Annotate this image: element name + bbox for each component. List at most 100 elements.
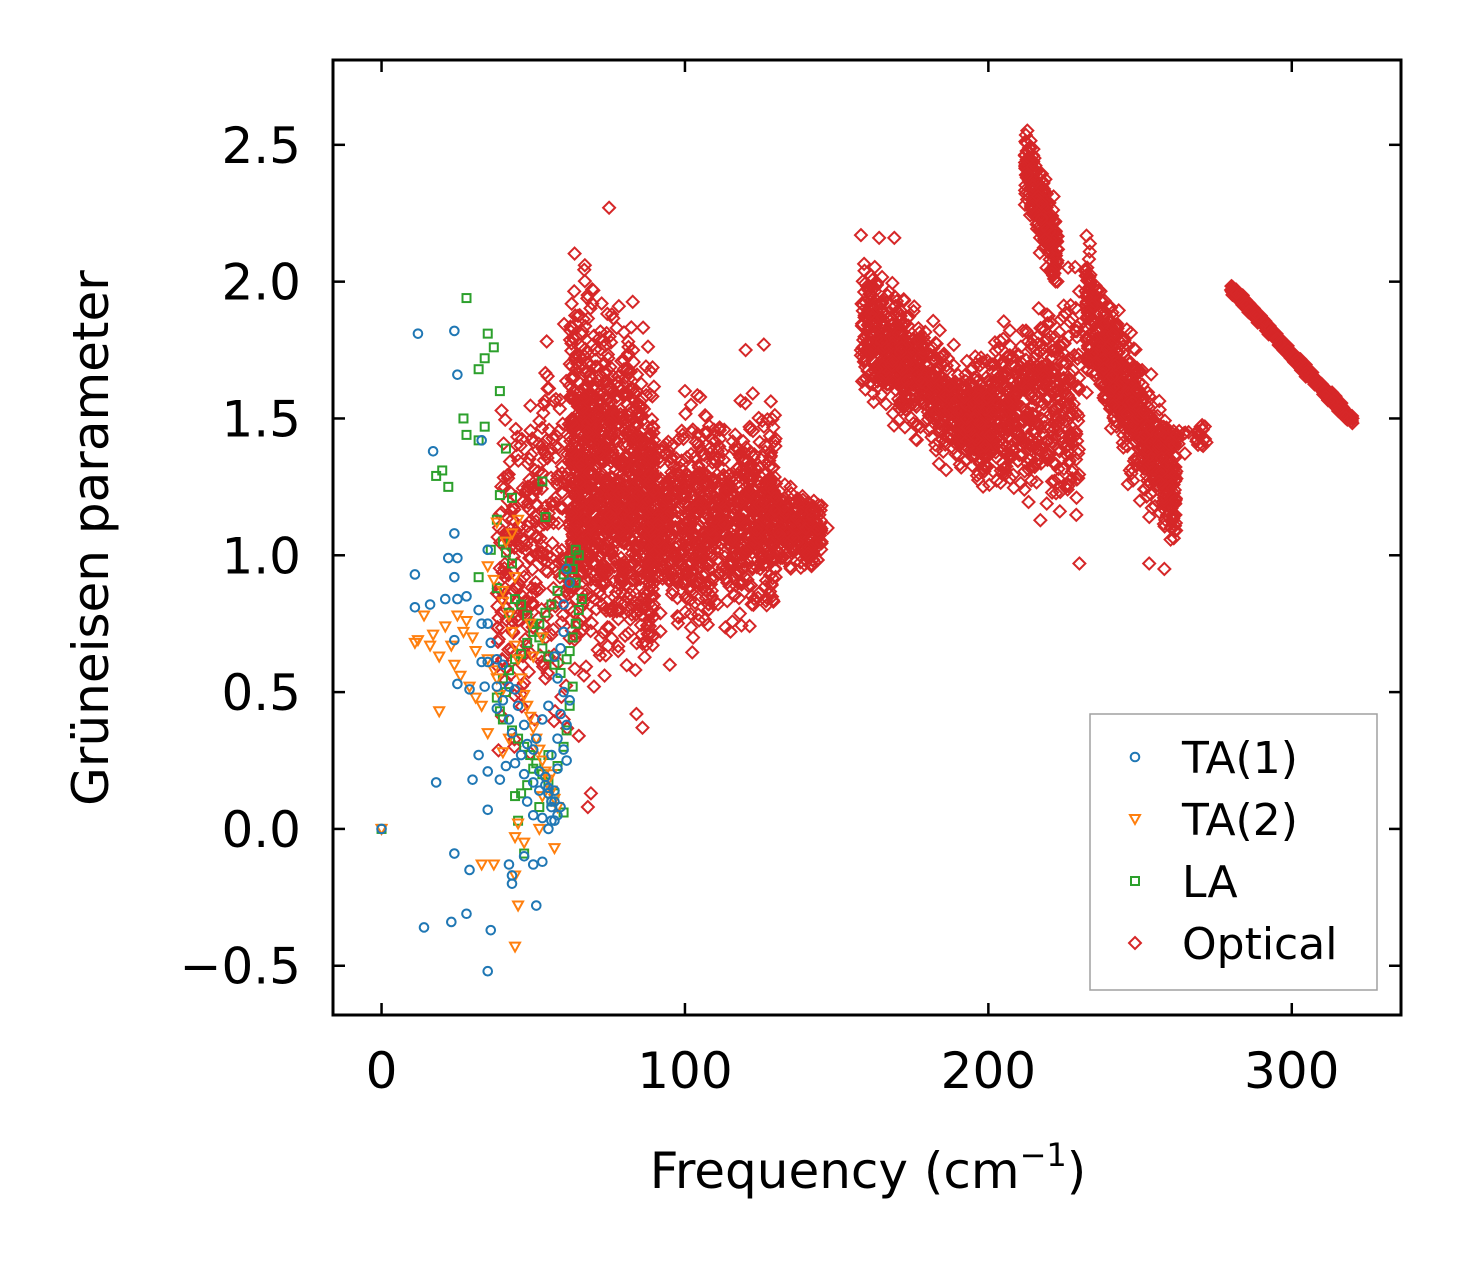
point-optical <box>675 462 691 478</box>
point-optical <box>517 601 533 617</box>
point-optical <box>696 523 712 539</box>
point-optical <box>1047 429 1063 445</box>
point-optical <box>1044 474 1060 489</box>
point-optical <box>765 594 781 610</box>
point-optical <box>616 486 632 501</box>
point-optical <box>1093 376 1108 392</box>
point-optical <box>1025 407 1041 422</box>
point-optical <box>658 447 674 463</box>
point-optical <box>593 577 609 592</box>
point-optical <box>667 546 683 562</box>
point-optical <box>1001 418 1017 434</box>
point-optical <box>610 407 626 423</box>
point-optical <box>1041 245 1057 261</box>
point-optical <box>593 588 609 604</box>
point-optical <box>1024 375 1040 391</box>
point-optical <box>523 423 538 439</box>
point-optical <box>1052 484 1068 500</box>
point-optical <box>1122 462 1138 478</box>
point-optical <box>598 647 614 663</box>
point-optical <box>494 403 509 418</box>
point-optical <box>1081 251 1097 267</box>
point-optical <box>524 562 540 577</box>
point-optical <box>593 423 608 439</box>
point-optical <box>1027 392 1043 407</box>
point-optical <box>1168 490 1184 506</box>
point-optical <box>1117 407 1133 423</box>
point-optical <box>575 478 591 494</box>
point-optical <box>927 405 943 421</box>
point-optical <box>667 523 683 539</box>
point-optical <box>908 399 924 415</box>
point-optical <box>543 441 559 457</box>
point-optical <box>742 419 758 435</box>
point-optical <box>595 423 610 439</box>
point-optical <box>891 412 906 428</box>
point-optical <box>993 475 1009 491</box>
point-optical <box>635 432 651 447</box>
point-optical <box>1024 159 1040 175</box>
point-optical <box>528 513 544 529</box>
point-optical <box>593 630 609 646</box>
point-optical <box>1103 300 1119 315</box>
point-optical <box>805 552 821 567</box>
point-optical <box>590 485 605 501</box>
point-optical <box>1051 441 1067 457</box>
point-optical <box>692 502 708 518</box>
point-optical <box>661 573 677 589</box>
point-optical <box>538 446 554 462</box>
point-optical <box>858 371 874 386</box>
point-optical <box>628 607 644 622</box>
point-optical <box>745 423 761 439</box>
point-optical <box>540 665 556 681</box>
point-optical <box>657 485 673 501</box>
point-optical <box>594 596 610 612</box>
point-optical <box>1048 456 1064 472</box>
point-optical <box>1139 473 1155 489</box>
point-optical <box>1002 338 1018 354</box>
point-optical <box>630 417 646 433</box>
point-optical <box>1105 398 1121 413</box>
point-optical <box>510 447 526 462</box>
point-optical <box>885 338 901 354</box>
point-optical <box>985 402 1000 418</box>
point-optical <box>491 631 507 647</box>
point-optical <box>745 386 761 401</box>
point-optical <box>950 367 966 383</box>
point-optical <box>1037 232 1053 248</box>
point-optical <box>623 364 639 380</box>
point-optical <box>1022 173 1037 189</box>
point-optical <box>1031 300 1047 316</box>
point-optical <box>549 476 565 492</box>
point-optical <box>588 556 604 572</box>
point-optical <box>737 395 753 411</box>
point-optical <box>738 439 754 455</box>
point-optical <box>656 539 671 555</box>
point-optical <box>656 497 671 512</box>
point-optical <box>865 376 881 392</box>
point-optical <box>979 353 995 368</box>
point-optical <box>641 613 657 628</box>
point-optical <box>751 474 767 490</box>
point-optical <box>1115 440 1131 455</box>
point-optical <box>1029 474 1044 490</box>
point-optical <box>670 536 685 552</box>
point-optical <box>1016 414 1032 430</box>
point-optical <box>643 445 659 461</box>
point-optical <box>736 451 752 467</box>
point-optical <box>1081 305 1097 321</box>
point-optical <box>496 436 512 451</box>
point-optical <box>600 619 615 635</box>
point-optical <box>776 498 792 514</box>
point-optical <box>584 615 600 631</box>
point-optical <box>759 590 775 606</box>
point-optical <box>641 605 657 621</box>
point-optical <box>1154 458 1170 474</box>
point-optical <box>612 465 627 481</box>
point-optical <box>577 273 593 289</box>
point-optical <box>527 529 543 545</box>
point-optical <box>512 519 527 534</box>
point-optical <box>887 289 903 305</box>
point-optical <box>1136 429 1152 445</box>
point-optical <box>570 497 586 513</box>
